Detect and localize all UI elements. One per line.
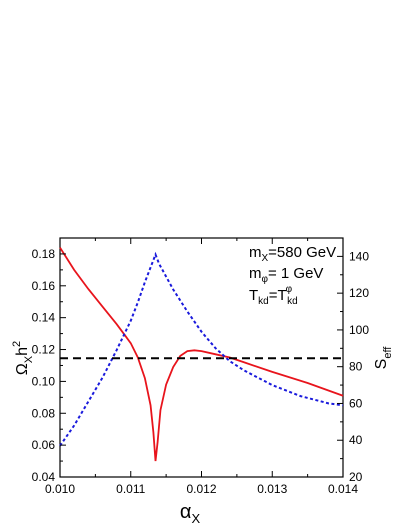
y-left-tick-label: 0.12 <box>32 343 56 357</box>
y-right-tick-label: 120 <box>349 286 369 300</box>
x-tick-label: 0.013 <box>257 482 287 496</box>
x-tick-label: 0.014 <box>328 482 358 496</box>
y-left-tick-label: 0.08 <box>32 406 56 420</box>
y-right-tick-label: 20 <box>349 470 363 484</box>
y-right-tick-label: 60 <box>349 396 363 410</box>
y-right-tick-label: 100 <box>349 323 369 337</box>
y-left-tick-label: 0.06 <box>32 438 56 452</box>
ticks-layer: 0.010 0.011 0.012 0.013 0.014 0.04 0.06 0.08 0.1… <box>32 238 369 496</box>
series-layer <box>59 247 344 462</box>
entropy-dof-curve <box>59 251 344 447</box>
y-right-tick-label: 80 <box>349 360 363 374</box>
annotation-temperature: Tkd=Tφ kd <box>249 284 298 307</box>
annotation-mass-phi: mφ= 1 GeV <box>249 265 323 285</box>
y-left-tick-label: 0.16 <box>32 279 56 293</box>
x-tick-label: 0.012 <box>186 482 216 496</box>
x-tick-label: 0.010 <box>45 482 75 496</box>
y-right-tick-label: 40 <box>349 433 363 447</box>
y-right-axis-label: Seff <box>373 346 394 370</box>
y-left-tick-label: 0.14 <box>32 311 56 325</box>
y-left-tick-label: 0.04 <box>32 470 56 484</box>
y-left-axis-label: ΩXh2 <box>11 341 35 375</box>
x-axis-label: αX <box>180 501 201 526</box>
y-right-tick-label: 140 <box>349 249 369 263</box>
annotation-mass-x: mX=580 GeV <box>249 244 336 264</box>
y-left-tick-label: 0.10 <box>32 374 56 388</box>
x-tick-label: 0.011 <box>116 482 145 496</box>
y-left-tick-label: 0.18 <box>32 247 56 261</box>
